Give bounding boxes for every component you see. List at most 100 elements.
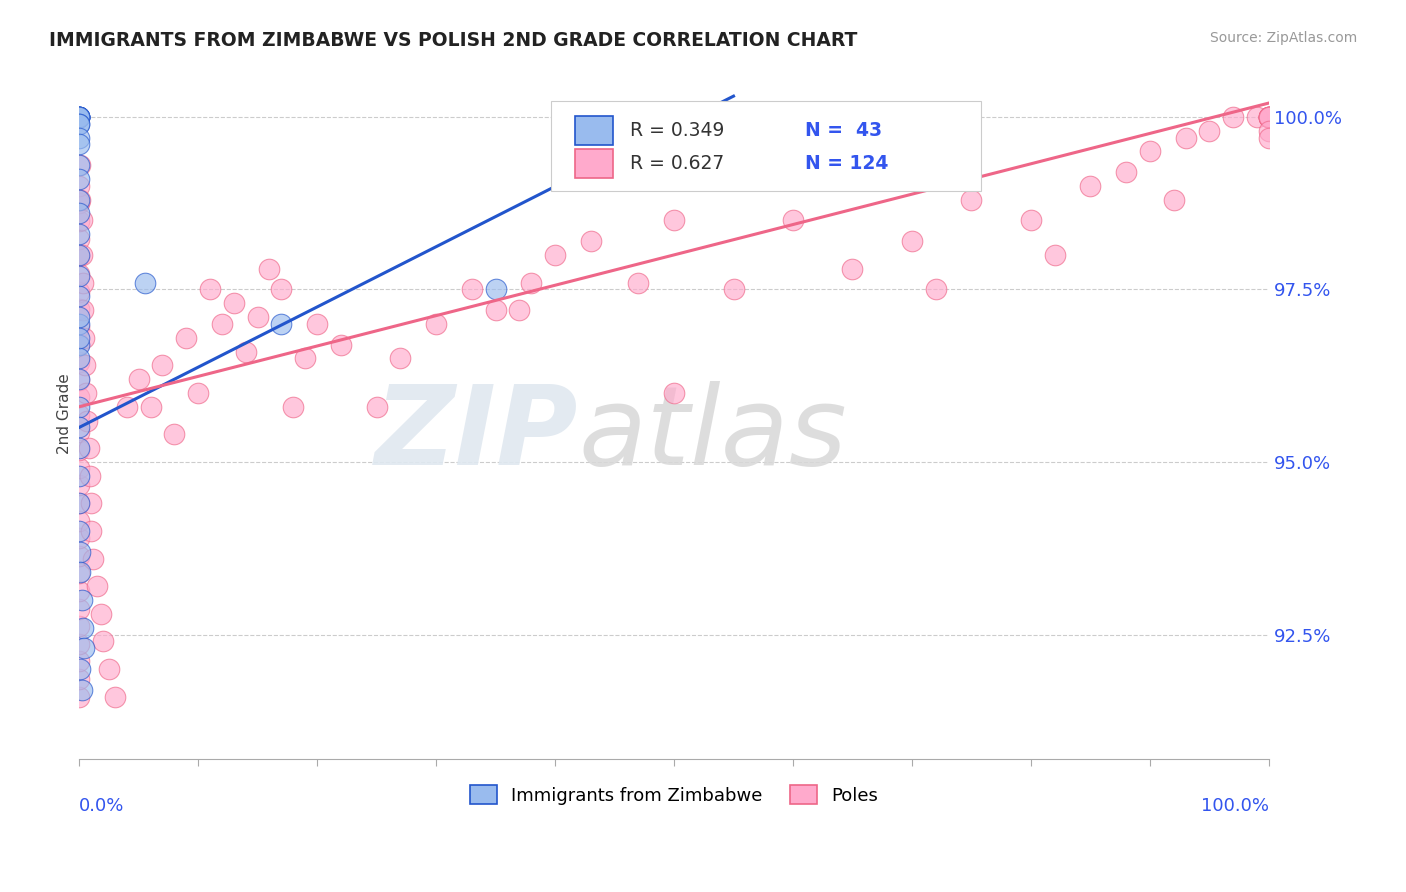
Point: [67, 524, 90, 538]
Point: [270, 317, 292, 331]
Point: [366, 400, 388, 414]
Text: ZIP: ZIP: [375, 381, 579, 488]
Point: [1258, 123, 1281, 137]
Point: [67, 584, 90, 599]
Point: [662, 386, 685, 401]
Text: 100.0%: 100.0%: [1201, 797, 1270, 814]
Point: [174, 331, 197, 345]
Point: [67, 400, 90, 414]
Point: [69, 193, 91, 207]
Point: [211, 317, 233, 331]
Point: [520, 276, 543, 290]
Point: [67, 420, 90, 434]
Point: [67, 441, 90, 455]
Point: [1198, 123, 1220, 137]
Point: [1163, 193, 1185, 207]
Point: [222, 296, 245, 310]
Point: [67, 425, 90, 440]
Point: [70, 593, 93, 607]
Point: [67, 117, 90, 131]
Point: [69, 545, 91, 559]
Text: N =  43: N = 43: [804, 121, 882, 140]
Point: [75, 386, 97, 401]
Point: [67, 514, 90, 528]
Point: [67, 351, 90, 366]
Point: [1080, 178, 1102, 193]
Point: [67, 337, 90, 351]
Point: [67, 193, 90, 207]
Point: [723, 282, 745, 296]
Text: atlas: atlas: [579, 381, 848, 488]
Point: [67, 110, 90, 124]
Text: R = 0.349: R = 0.349: [630, 121, 724, 140]
Point: [134, 276, 156, 290]
Point: [67, 690, 90, 704]
Point: [67, 302, 90, 317]
Point: [1139, 145, 1161, 159]
Text: IMMIGRANTS FROM ZIMBABWE VS POLISH 2ND GRADE CORRELATION CHART: IMMIGRANTS FROM ZIMBABWE VS POLISH 2ND G…: [49, 31, 858, 50]
Point: [662, 213, 685, 227]
Point: [67, 110, 90, 124]
Point: [70, 213, 93, 227]
Point: [72, 276, 94, 290]
Point: [1019, 213, 1042, 227]
Point: [97, 662, 120, 676]
Point: [67, 267, 90, 281]
Point: [86, 579, 108, 593]
Point: [67, 637, 90, 651]
Point: [67, 214, 90, 228]
Point: [1258, 130, 1281, 145]
Point: [461, 282, 484, 296]
Point: [960, 193, 983, 207]
Y-axis label: 2nd Grade: 2nd Grade: [58, 373, 72, 454]
Point: [67, 655, 90, 669]
Point: [283, 400, 305, 414]
Point: [723, 123, 745, 137]
Point: [73, 641, 96, 656]
Point: [67, 117, 90, 131]
Point: [1115, 165, 1137, 179]
Point: [67, 496, 90, 510]
Point: [329, 337, 352, 351]
Point: [163, 427, 186, 442]
Point: [67, 317, 90, 331]
Point: [152, 359, 174, 373]
Point: [67, 248, 90, 262]
Point: [67, 566, 90, 581]
Point: [1043, 248, 1066, 262]
Point: [69, 662, 91, 676]
Point: [841, 261, 863, 276]
Point: [484, 303, 506, 318]
Point: [75, 359, 97, 373]
Text: 0.0%: 0.0%: [79, 797, 125, 814]
Point: [77, 441, 100, 455]
FancyBboxPatch shape: [551, 101, 981, 192]
Point: [67, 549, 90, 563]
Point: [72, 621, 94, 635]
Point: [70, 682, 93, 697]
Point: [67, 310, 90, 324]
Point: [1258, 110, 1281, 124]
Point: [901, 234, 924, 248]
Point: [198, 282, 221, 296]
Point: [67, 232, 90, 246]
Point: [425, 317, 447, 331]
Point: [80, 524, 103, 538]
Point: [67, 468, 90, 483]
Point: [67, 289, 90, 303]
Point: [187, 386, 209, 401]
Point: [72, 303, 94, 318]
Text: R = 0.627: R = 0.627: [630, 153, 724, 172]
Point: [67, 443, 90, 458]
Point: [91, 634, 114, 648]
Point: [69, 566, 91, 580]
Point: [69, 158, 91, 172]
Point: [1246, 110, 1268, 124]
Point: [294, 351, 316, 366]
Point: [67, 268, 90, 283]
Point: [67, 355, 90, 369]
Point: [270, 282, 292, 296]
Point: [90, 607, 112, 621]
Point: [67, 331, 90, 345]
Point: [389, 351, 412, 366]
